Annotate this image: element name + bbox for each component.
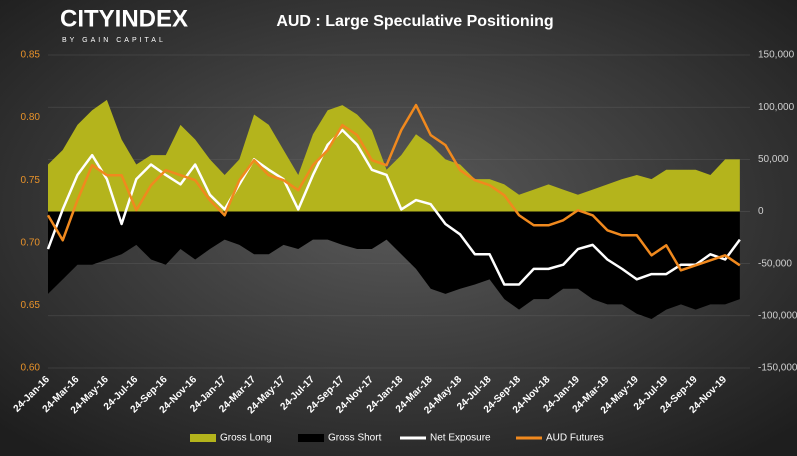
line <box>46 103 741 272</box>
chart-title: AUD : Large Speculative Positioning <box>276 13 553 30</box>
legend-swatch <box>298 434 324 442</box>
area <box>48 211 740 319</box>
y2-tick-label: 0 <box>758 206 764 217</box>
legend: Gross Long Gross Short Net Exposure AUD Fut… <box>190 433 604 444</box>
y-tick-label: 0.65 <box>21 300 41 311</box>
plot-area <box>46 99 741 319</box>
logo: CITYINDEX <box>60 5 188 32</box>
y2-tick-label: -100,000 <box>758 310 797 321</box>
y2-tick-label: 100,000 <box>758 102 795 113</box>
y-tick-label: 0.75 <box>21 175 41 186</box>
logo-tagline: BY GAIN CAPITAL <box>62 37 166 44</box>
legend-label: Gross Short <box>328 433 382 444</box>
y2-tick-label: -150,000 <box>758 363 797 374</box>
y-tick-label: 0.80 <box>21 112 41 123</box>
y2-tick-label: -50,000 <box>758 258 792 269</box>
y-tick-label: 0.85 <box>21 50 41 61</box>
area <box>48 99 740 212</box>
legend-label: AUD Futures <box>546 433 604 444</box>
y2-tick-label: 50,000 <box>758 154 789 165</box>
legend-label: Gross Long <box>220 433 272 444</box>
y-tick-label: 0.60 <box>21 363 41 374</box>
legend-label: Net Exposure <box>430 433 491 444</box>
legend-swatch <box>190 434 216 442</box>
y2-tick-label: 150,000 <box>758 50 795 61</box>
y-tick-label: 0.70 <box>21 237 41 248</box>
